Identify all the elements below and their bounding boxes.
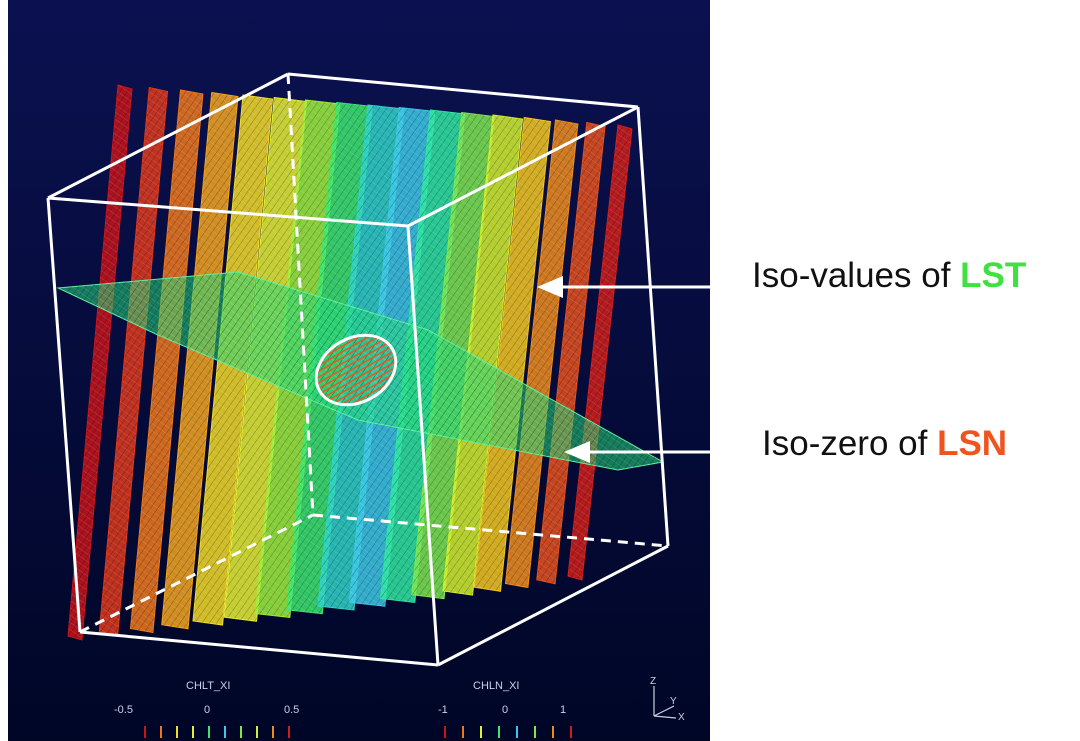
axis-x-label: X (678, 712, 685, 723)
legend-swatch (552, 726, 554, 738)
legend-chln-color-bar (444, 726, 572, 738)
legend-swatch (240, 726, 242, 738)
legend-swatch (144, 726, 146, 738)
legend-swatch (192, 726, 194, 738)
legend-chln-title: CHLN_XI (473, 680, 519, 692)
axis-y-label: Y (670, 696, 677, 707)
legend-swatch (498, 726, 500, 738)
lst-iso-band-mesh (161, 92, 238, 629)
axes-triad: Z Y X (650, 676, 685, 723)
legend-swatch (208, 726, 210, 738)
legend-swatch (516, 726, 518, 738)
bounding-box (46, 72, 670, 667)
lsn-iso-zero-plane (56, 271, 665, 471)
annotation-lsn-highlight: LSN (937, 424, 1008, 463)
annotation-lst: Iso-values of LST (752, 256, 1026, 296)
legend-chln-xi: CHLN_XI -1 0 1 (438, 680, 572, 738)
legend-swatch (534, 726, 536, 738)
crack-ellipse (314, 333, 398, 407)
legend-swatch (272, 726, 274, 738)
legend-swatch (288, 726, 290, 738)
annotation-lst-highlight: LST (960, 256, 1027, 295)
legend-chln-tick: -1 (438, 704, 448, 716)
legend-swatch (444, 726, 446, 738)
lst-iso-band-mesh (474, 117, 551, 592)
legend-chln-tick: 1 (560, 704, 566, 716)
legend-swatch (570, 726, 572, 738)
lst-iso-band-mesh (505, 120, 578, 588)
legend-swatch (462, 726, 464, 738)
arrow-lst (537, 276, 713, 298)
annotation-lst-prefix: Iso-values of (752, 256, 961, 295)
lst-iso-surfaces (67, 84, 633, 641)
legend-swatch (480, 726, 482, 738)
lst-iso-band-mesh (130, 90, 203, 633)
annotation-lsn: Iso-zero of LSN (762, 424, 1007, 464)
legend-chlt-tick: -0.5 (114, 704, 133, 716)
lst-iso-band-mesh (568, 125, 632, 580)
legend-chlt-tick: 0 (204, 704, 210, 716)
lst-iso-band-mesh (443, 115, 523, 595)
axis-z-label: Z (650, 676, 656, 687)
3d-scene: CHLT_XI -0.5 0 0.5 CHLN_XI -1 0 1 Z Y X (8, 0, 710, 741)
legend-swatch (176, 726, 178, 738)
lst-iso-band-mesh (99, 87, 168, 637)
legend-chlt-title: CHLT_XI (186, 680, 230, 692)
legend-swatch (160, 726, 162, 738)
legend-chlt-tick: 0.5 (284, 704, 299, 716)
legend-swatch (224, 726, 226, 738)
legend-swatch (256, 726, 258, 738)
lst-iso-band-mesh (536, 122, 606, 584)
legend-chln-tick: 0 (502, 704, 508, 716)
annotation-lsn-prefix: Iso-zero of (762, 424, 938, 463)
legend-chlt-color-bar (144, 726, 290, 738)
arrow-lsn (564, 441, 710, 463)
lst-iso-band-mesh (68, 85, 132, 640)
legend-chlt-xi: CHLT_XI -0.5 0 0.5 (114, 680, 299, 738)
3d-viewport[interactable]: CHLT_XI -0.5 0 0.5 CHLN_XI -1 0 1 Z Y X (8, 0, 710, 741)
